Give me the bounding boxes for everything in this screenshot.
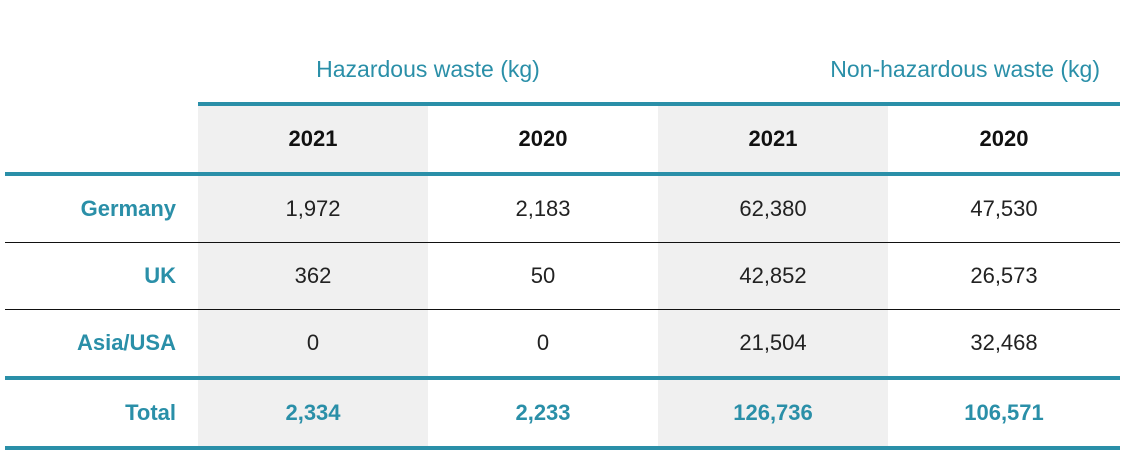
header-row: 2021 2020 2021 2020 (5, 102, 1120, 174)
data-row: UK 362 50 42,852 26,573 (5, 242, 1120, 310)
column-header: 2021 (198, 102, 428, 174)
cell: 126,736 (658, 378, 888, 448)
cell: 2,233 (515, 400, 571, 425)
cell: 42,852 (658, 242, 888, 310)
cell: 1,972 (198, 174, 428, 243)
cell: 0 (198, 309, 428, 378)
cell: 0 (536, 330, 550, 355)
cell: 106,571 (964, 400, 1044, 425)
row-label: Total (125, 400, 176, 425)
cell: 2,183 (515, 196, 571, 221)
total-row: Total 2,334 2,233 126,736 106,571 (5, 378, 1120, 448)
corner (5, 104, 198, 174)
data-row: Germany 1,972 2,183 62,380 47,530 (5, 174, 1120, 243)
column-header: 2020 (428, 102, 658, 174)
column-header: 2020 (888, 102, 1120, 174)
cell: 62,380 (658, 174, 888, 243)
data-row: Asia/USA 0 0 21,504 32,468 (5, 309, 1120, 378)
group-header: Hazardous waste (kg) (316, 56, 540, 82)
column-header: 2021 (658, 102, 888, 174)
waste-table: 2021 2020 2021 2020 Germany 1,972 2,183 62,380… (5, 102, 1120, 450)
cell: 362 (198, 242, 428, 310)
cell: 47,530 (970, 196, 1038, 221)
cell: 26,573 (970, 263, 1038, 288)
row-label: Germany (80, 196, 176, 221)
row-label: UK (144, 263, 176, 288)
cell: 32,468 (970, 330, 1038, 355)
group-header: Non-hazardous waste (kg) (830, 56, 1100, 82)
row-label: Asia/USA (76, 330, 176, 355)
cell: 50 (530, 263, 556, 288)
cell: 2,334 (198, 378, 428, 448)
cell: 21,504 (658, 309, 888, 378)
